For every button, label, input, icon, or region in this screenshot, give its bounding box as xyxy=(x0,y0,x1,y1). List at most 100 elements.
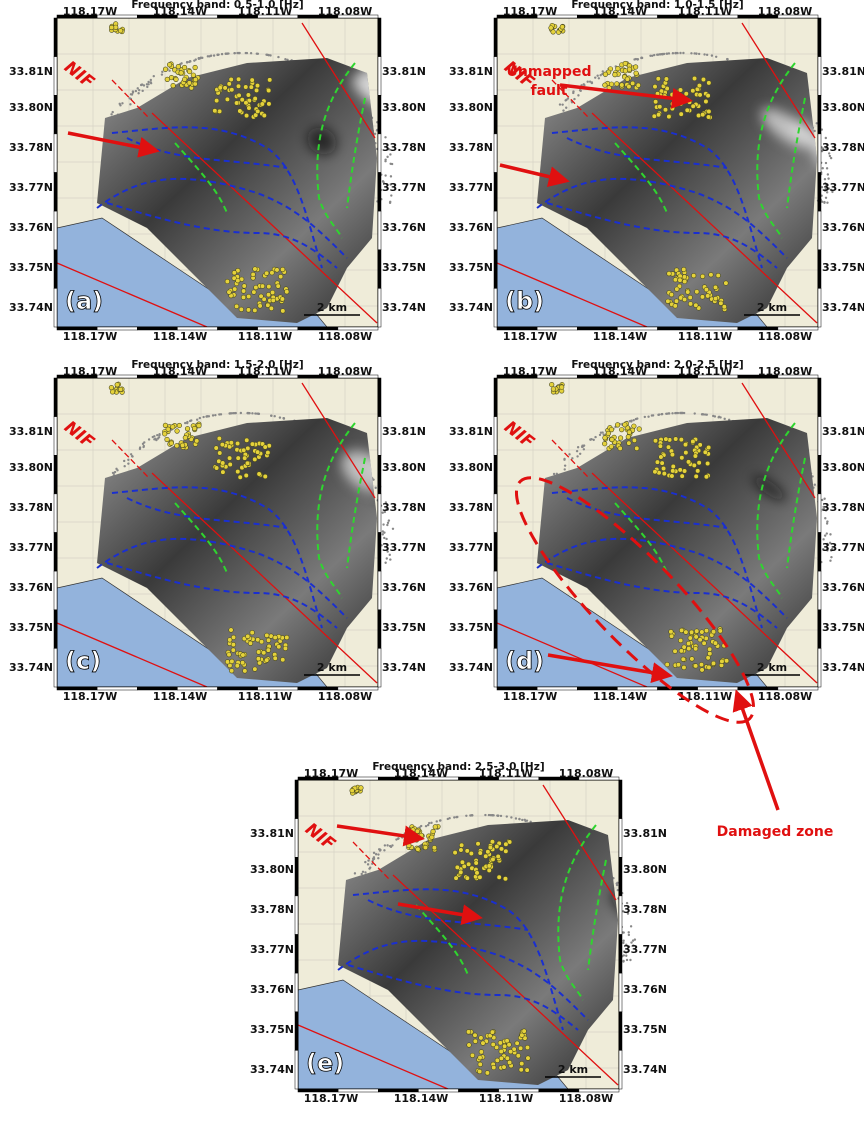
event xyxy=(603,435,608,440)
station xyxy=(506,815,508,817)
event xyxy=(241,653,246,658)
station xyxy=(602,70,604,72)
event xyxy=(248,641,253,646)
lat-tick-label: 33.77N xyxy=(382,541,426,554)
station xyxy=(384,174,386,176)
event xyxy=(684,630,689,635)
station xyxy=(135,90,137,92)
station xyxy=(270,415,272,417)
event xyxy=(229,628,234,633)
event xyxy=(687,100,692,105)
station xyxy=(823,202,825,204)
station xyxy=(679,52,681,54)
event xyxy=(518,1046,523,1051)
event xyxy=(684,92,689,97)
event xyxy=(415,829,420,834)
event xyxy=(479,1050,484,1055)
station xyxy=(237,52,239,54)
event xyxy=(165,77,170,82)
event xyxy=(653,84,658,89)
station xyxy=(628,931,630,933)
lon-tick-label: 118.11W xyxy=(238,5,293,18)
event xyxy=(655,460,660,465)
station xyxy=(121,102,123,104)
frame-bar xyxy=(295,819,298,858)
frame-bar xyxy=(378,378,381,417)
station xyxy=(453,816,455,818)
frame-bar xyxy=(818,533,821,572)
event xyxy=(213,108,218,113)
event xyxy=(470,1053,475,1058)
event xyxy=(264,658,269,663)
lon-tick-label: 118.14W xyxy=(153,690,208,703)
event xyxy=(234,101,239,106)
event xyxy=(241,295,246,300)
frame-bar xyxy=(378,211,381,250)
event xyxy=(283,646,288,651)
event xyxy=(652,114,657,119)
event xyxy=(497,875,502,880)
station xyxy=(706,54,708,56)
lat-tick-label: 33.81N xyxy=(449,65,493,78)
station xyxy=(146,83,148,85)
station xyxy=(553,473,555,475)
event xyxy=(407,843,412,848)
lat-tick-label: 33.78N xyxy=(9,141,53,154)
event xyxy=(685,290,690,295)
station xyxy=(589,438,591,440)
panel-label: (c) xyxy=(65,647,101,675)
station xyxy=(132,91,134,93)
event xyxy=(693,454,698,459)
event xyxy=(680,474,685,479)
event xyxy=(679,628,684,633)
annotation: Unmapped xyxy=(507,64,592,80)
frame-bar xyxy=(54,533,57,572)
station xyxy=(510,816,512,818)
station xyxy=(726,58,728,60)
event xyxy=(674,299,679,304)
event xyxy=(250,630,255,635)
event xyxy=(707,651,712,656)
lat-tick-label: 33.76N xyxy=(9,221,53,234)
event xyxy=(162,432,167,437)
event xyxy=(246,93,251,98)
event xyxy=(359,786,364,791)
frame-bar xyxy=(818,134,821,173)
event xyxy=(697,83,702,88)
event xyxy=(255,109,260,114)
event xyxy=(225,279,230,284)
lat-tick-label: 33.78N xyxy=(623,903,667,916)
event xyxy=(469,851,474,856)
event xyxy=(704,287,709,292)
station xyxy=(245,52,247,54)
lon-tick-label: 118.14W xyxy=(153,5,208,18)
station xyxy=(161,73,163,75)
lon-tick-label: 118.08W xyxy=(758,330,813,343)
event xyxy=(214,466,219,471)
lat-tick-label: 33.77N xyxy=(822,181,864,194)
lat-tick-label: 33.74N xyxy=(382,661,426,674)
station xyxy=(283,417,285,419)
station xyxy=(384,160,386,162)
station xyxy=(633,419,635,421)
map-panel: Frequency band: 1.0-1.5 [Hz]118.17W118.1… xyxy=(449,0,864,343)
frame-bar xyxy=(295,1012,298,1051)
scale-label: 2 km xyxy=(317,301,347,314)
event xyxy=(667,271,672,276)
lat-tick-label: 33.80N xyxy=(382,461,426,474)
lon-tick-label: 118.17W xyxy=(503,365,558,378)
station xyxy=(579,453,581,455)
station xyxy=(277,56,279,58)
event xyxy=(182,65,187,70)
event xyxy=(559,385,564,390)
event xyxy=(110,390,115,395)
lat-tick-label: 33.78N xyxy=(382,501,426,514)
event xyxy=(261,650,266,655)
station xyxy=(565,107,567,109)
event xyxy=(720,659,725,664)
lat-tick-label: 33.77N xyxy=(822,541,864,554)
frame-bar xyxy=(818,18,821,57)
station xyxy=(379,848,381,850)
station xyxy=(825,162,827,164)
event xyxy=(193,65,198,70)
